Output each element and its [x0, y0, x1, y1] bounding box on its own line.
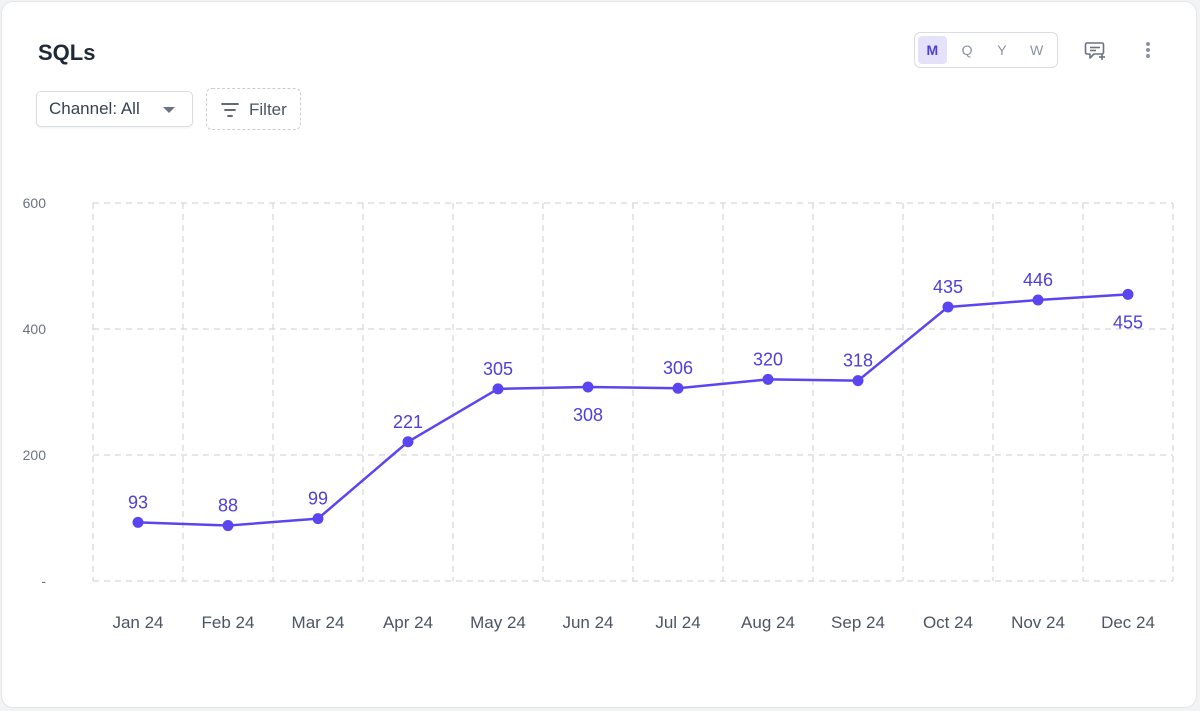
data-point — [1122, 288, 1134, 300]
data-label: 308 — [573, 405, 603, 425]
vertical-dots-icon[interactable] — [1138, 39, 1158, 63]
data-point — [132, 516, 144, 528]
period-week-button[interactable]: W — [1030, 42, 1044, 58]
data-label: 305 — [483, 359, 513, 379]
data-point — [222, 520, 234, 532]
x-tick-label: Jun 24 — [562, 613, 613, 632]
y-tick-label: 200 — [23, 447, 47, 463]
filter-lines-icon — [221, 103, 239, 117]
data-label: 435 — [933, 277, 963, 297]
x-tick-label: Dec 24 — [1101, 613, 1155, 632]
data-label: 320 — [753, 349, 783, 369]
data-label: 446 — [1023, 270, 1053, 290]
period-year-button[interactable]: Y — [997, 42, 1007, 58]
y-tick-label: 400 — [23, 321, 47, 337]
period-quarter-button[interactable]: Q — [961, 42, 973, 58]
channel-dropdown[interactable]: Channel: All — [36, 91, 193, 127]
x-tick-label: Oct 24 — [923, 613, 973, 632]
data-label: 455 — [1113, 312, 1143, 332]
x-tick-label: Aug 24 — [741, 613, 795, 632]
chart-grid — [92, 202, 1174, 582]
x-tick-label: Jul 24 — [655, 613, 700, 632]
data-label: 93 — [128, 492, 148, 512]
data-point — [492, 383, 504, 395]
data-label: 318 — [843, 351, 873, 371]
data-point — [402, 436, 414, 448]
y-tick-label: 600 — [23, 195, 47, 211]
data-point — [672, 382, 684, 394]
filter-button-label: Filter — [249, 100, 287, 119]
data-point — [852, 375, 864, 387]
data-label: 306 — [663, 358, 693, 378]
x-tick-label: Jan 24 — [112, 613, 163, 632]
data-point — [762, 373, 774, 385]
x-tick-label: Apr 24 — [383, 613, 433, 632]
data-label: 221 — [393, 412, 423, 432]
data-point — [582, 381, 594, 393]
period-month-button[interactable]: M — [918, 36, 947, 64]
x-tick-label: Mar 24 — [292, 613, 345, 632]
chart-title: SQLs — [38, 40, 96, 65]
series-line — [137, 293, 1129, 527]
data-point — [942, 301, 954, 313]
x-axis-ticks: Jan 24 Feb 24 Mar 24 Apr 24 May 24 Jun 24 Jul … — [112, 613, 1154, 632]
x-tick-label: May 24 — [470, 613, 526, 632]
data-label: 99 — [308, 489, 328, 509]
data-label: 88 — [218, 496, 238, 516]
y-axis-ticks: - 200 400 600 — [23, 195, 47, 589]
filter-button[interactable]: Filter — [206, 88, 301, 130]
chevron-down-icon — [163, 107, 175, 113]
channel-dropdown-label: Channel: All — [49, 99, 140, 118]
period-toggle: M Q Y W — [914, 32, 1058, 68]
x-tick-label: Feb 24 — [202, 613, 255, 632]
comment-add-icon[interactable] — [1083, 39, 1107, 63]
x-tick-label: Sep 24 — [831, 613, 885, 632]
chart-series — [132, 288, 1134, 532]
data-labels: 93 88 99 221 305 308 306 320 318 435 446 455 — [128, 270, 1143, 516]
data-point — [312, 513, 324, 525]
y-tick-label: - — [41, 573, 46, 589]
data-point — [1032, 294, 1044, 306]
x-tick-label: Nov 24 — [1011, 613, 1065, 632]
